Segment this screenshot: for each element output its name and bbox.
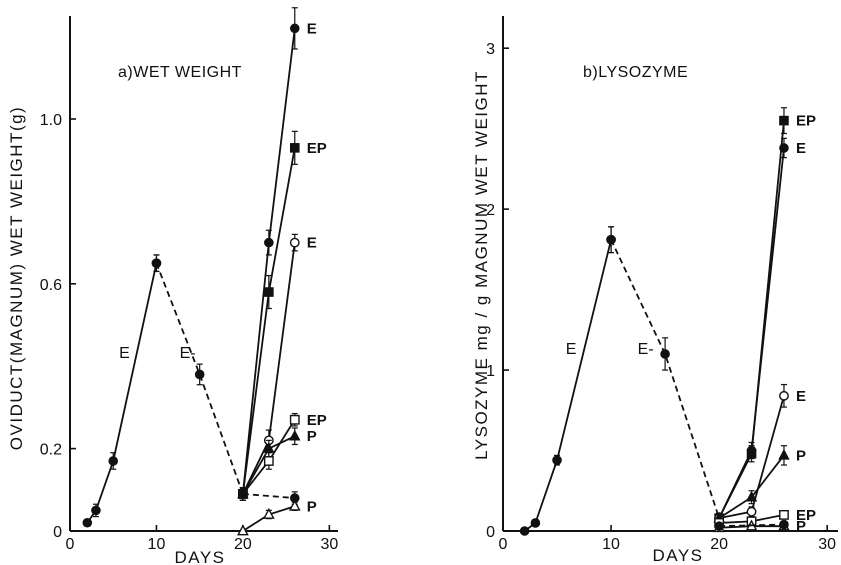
data-point	[289, 414, 300, 425]
series-label: EP	[307, 412, 327, 429]
series-7: P	[713, 518, 806, 535]
series-2: E	[238, 7, 317, 501]
series-4: E	[238, 233, 317, 501]
data-point	[288, 499, 301, 511]
data-point	[151, 258, 162, 268]
data-point	[289, 429, 301, 441]
series-3: EP	[238, 130, 327, 501]
curve-annotation: E-	[638, 341, 654, 358]
data-point	[264, 287, 274, 297]
data-point	[262, 507, 275, 519]
data-point	[263, 456, 274, 466]
data-point	[108, 456, 119, 466]
x-tick-label: 0	[499, 536, 508, 553]
curve-annotation: E	[119, 345, 130, 362]
data-point	[264, 237, 274, 248]
y-axis-label: OVIDUCT(MAGNUM) WET WEIGHT(g)	[7, 106, 26, 450]
series-8	[714, 519, 789, 531]
data-point	[745, 490, 758, 502]
y-tick-label: 0.6	[40, 277, 62, 294]
y-tick-label: 1.0	[40, 112, 62, 129]
x-tick-label: 20	[234, 536, 252, 553]
data-point	[519, 526, 530, 536]
series-0	[82, 254, 162, 528]
curve-annotation: E-	[180, 345, 196, 362]
series-label: E	[307, 20, 317, 37]
x-tick-label: 30	[320, 536, 338, 553]
x-tick-label: 30	[818, 536, 836, 553]
series-label: P	[307, 498, 317, 515]
x-tick-label: 10	[148, 536, 166, 553]
series-label: E	[796, 388, 806, 405]
data-point	[660, 349, 670, 359]
data-point	[779, 115, 789, 126]
data-point	[289, 237, 300, 248]
data-point	[779, 143, 789, 153]
data-point	[238, 489, 248, 499]
data-point	[91, 505, 101, 516]
data-point	[82, 517, 93, 528]
series-line	[719, 523, 784, 528]
y-tick-label: 3	[486, 41, 495, 58]
series-label: EP	[796, 507, 816, 524]
x-tick-label: 0	[66, 536, 75, 553]
y-tick-label: 1	[486, 363, 495, 380]
data-point	[779, 390, 789, 401]
series-1	[151, 254, 248, 501]
data-point	[779, 510, 789, 520]
series-5: P	[713, 445, 806, 524]
data-point	[194, 369, 205, 380]
series-line	[718, 147, 785, 519]
data-point	[530, 518, 541, 528]
series-4: E	[714, 383, 806, 524]
series-line	[610, 239, 720, 519]
data-point	[779, 519, 789, 530]
y-tick-label: 0.2	[40, 442, 62, 459]
series-8: P	[237, 498, 317, 536]
data-point	[237, 524, 249, 536]
chart-title: a)WET WEIGHT	[118, 64, 242, 81]
data-point	[746, 445, 757, 456]
series-label: E	[796, 140, 806, 157]
series-label: P	[796, 447, 806, 464]
series-label: E	[307, 235, 317, 252]
series-label: P	[307, 428, 317, 445]
data-point	[289, 23, 300, 34]
series-line	[242, 28, 296, 495]
y-axis-label: LYSOZYME mg / g MAGNUM WET WEIGHT	[472, 70, 491, 460]
series-line	[155, 262, 244, 495]
x-axis-label: DAYS	[174, 548, 225, 565]
panel-lysozyme: 0 10 20 30 0 1 2 3 DAYS LYSOZYME mg / g MAGNUM WE…	[472, 16, 838, 565]
x-tick-label: 10	[602, 536, 620, 553]
x-tick-label: 20	[710, 536, 728, 553]
y-tick-label: 0	[53, 524, 62, 541]
chart-title: b)LYSOZYME	[583, 64, 688, 81]
data-point	[263, 442, 275, 453]
x-axis-label: DAYS	[652, 546, 703, 565]
y-tick-label: 0	[486, 524, 495, 541]
panel-wet-weight: 0 10 20 30 0 0.2 0.6 1.0 DAYS OVIDUCT(MAGNUM) WET…	[7, 7, 338, 565]
series-1	[606, 226, 724, 524]
series-line	[242, 493, 295, 499]
series-label: EP	[796, 113, 816, 130]
series-label: P	[796, 518, 806, 535]
data-point	[778, 448, 790, 460]
series-label: EP	[307, 140, 327, 157]
data-point	[552, 455, 562, 465]
y-tick-label: 2	[486, 202, 495, 219]
curve-annotation: E	[566, 341, 577, 358]
series-0	[519, 226, 616, 536]
data-point	[714, 521, 724, 531]
series-line	[86, 263, 158, 524]
series-line	[524, 239, 612, 532]
data-point	[606, 234, 616, 245]
series-7	[238, 487, 300, 505]
series-3: E	[714, 137, 806, 524]
data-point	[289, 143, 300, 153]
data-point	[746, 506, 757, 517]
